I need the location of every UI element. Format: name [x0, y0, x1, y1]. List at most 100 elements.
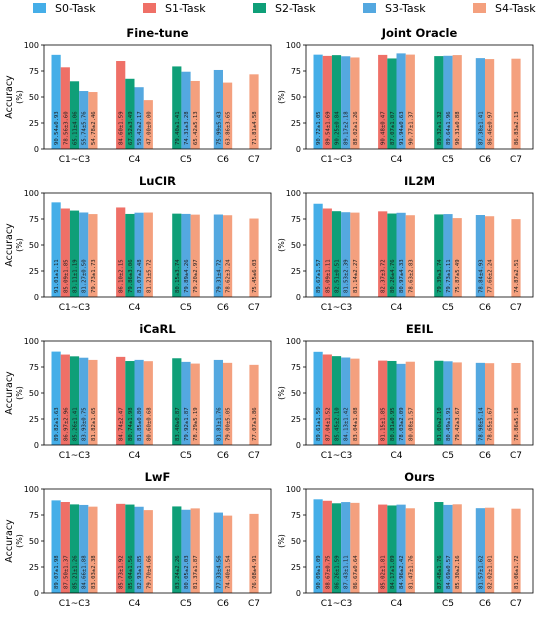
- bar-value-label: 90.25±0.84: [335, 111, 341, 145]
- bar: [331, 211, 342, 297]
- bar-value-label: 80.26±4.76: [390, 259, 396, 293]
- y-tick-label: 75: [29, 67, 39, 76]
- bar: [88, 92, 98, 149]
- bar: [116, 503, 126, 593]
- bar-value-label: 86.26±1.59: [335, 555, 341, 589]
- bar-value-label: 83.24±2.26: [175, 555, 181, 589]
- y-axis: 0 25 50 75 100: [24, 337, 44, 450]
- y-tick-label: 75: [29, 215, 39, 224]
- y-tick-label: 25: [29, 267, 39, 276]
- bar-value-label: 84.96±2.42: [399, 555, 405, 589]
- y-tick-label: 50: [29, 241, 39, 250]
- bar: [181, 71, 191, 149]
- bar: [69, 504, 80, 593]
- bar-value-label: 84.69±0.57: [446, 555, 452, 589]
- x-category-label: C7: [510, 303, 522, 313]
- bar-value-label: 88.02±1.26: [353, 111, 359, 145]
- bar-value-label: 83.03±2.38: [91, 555, 97, 589]
- legend-swatch: [143, 3, 156, 13]
- y-axis-unit: (%): [277, 90, 286, 104]
- x-category-label: C1~C3: [321, 155, 353, 165]
- x-category-label: C5: [442, 451, 454, 461]
- panel-ours: Ours 90.09±1.09 88.67±0.75 86.26±1.59 87.43±…: [277, 470, 534, 609]
- bar: [222, 515, 233, 593]
- y-tick-label: 50: [29, 537, 39, 546]
- bar: [484, 59, 495, 149]
- y-tick-label: 50: [29, 389, 39, 398]
- y-tick-label: 25: [291, 415, 301, 424]
- bar: [396, 53, 406, 149]
- bar-value-label: 74.87±2.51: [514, 259, 520, 293]
- y-tick-label: 50: [291, 537, 301, 546]
- y-tick-label: 25: [291, 267, 301, 276]
- x-category-label: C6: [217, 155, 229, 165]
- bar-value-label: 79.92±1.87: [184, 407, 190, 441]
- y-tick-label: 0: [34, 293, 39, 302]
- bar: [213, 214, 223, 297]
- bar: [313, 351, 323, 445]
- y-axis: 0 25 50 75 100: [24, 485, 44, 598]
- y-axis-label: Accuracy: [4, 371, 15, 415]
- x-category-label: C4: [390, 303, 402, 313]
- bar-value-label: 81.37±1.87: [193, 555, 199, 589]
- y-tick-label: 100: [24, 337, 39, 346]
- bar-value-label: 81.82±1.65: [91, 407, 97, 441]
- x-category-label: C1~C3: [321, 599, 353, 609]
- legend-item-s3-task: S3-Task: [363, 2, 426, 15]
- panel-title: IL2M: [404, 174, 435, 188]
- bar-value-label: 85.26±1.41: [73, 407, 79, 441]
- x-category-label: C1~C3: [59, 155, 91, 165]
- bar: [434, 56, 444, 149]
- x-category-label: C5: [180, 303, 192, 313]
- bar: [387, 58, 397, 150]
- y-tick-label: 0: [296, 589, 301, 598]
- bar-value-label: 80.74±1.98: [128, 407, 134, 441]
- x-category-label: C1~C3: [59, 599, 91, 609]
- bar: [51, 202, 61, 297]
- bar-value-label: 87.50±1.37: [63, 555, 69, 589]
- bar-value-label: 80.60±0.68: [146, 407, 152, 441]
- bar-value-label: 85.02±1.81: [381, 555, 387, 589]
- bar: [60, 208, 70, 297]
- bar: [134, 506, 144, 593]
- panel-il2m: IL2M 89.67±1.57 85.09±1.11 82.51±0.51 81.53±…: [277, 174, 534, 313]
- bar-value-label: 91.01±1.11: [54, 259, 60, 293]
- x-category-label: C4: [390, 451, 402, 461]
- bar-value-label: 82.02±1.01: [488, 555, 494, 589]
- x-category-label: C4: [390, 599, 402, 609]
- bar-value-label: 79.31±4.72: [216, 259, 222, 293]
- bar-value-label: 87.43±1.11: [344, 555, 350, 589]
- bar-value-label: 79.73±1.11: [446, 259, 452, 293]
- bar-value-label: 65.42±5.13: [193, 111, 199, 145]
- bar: [452, 55, 462, 149]
- bar: [125, 78, 135, 149]
- bar: [190, 508, 200, 593]
- bar: [134, 359, 144, 445]
- legend-swatch: [253, 3, 266, 13]
- bar-value-label: 80.81±0.95: [390, 407, 396, 441]
- y-tick-label: 100: [24, 41, 39, 50]
- bar: [511, 508, 521, 593]
- bar: [405, 361, 415, 445]
- y-tick-label: 100: [286, 485, 301, 494]
- x-axis: C1~C3 C4 C5 C6 C7: [59, 303, 260, 313]
- bar-value-label: 80.15±3.74: [175, 259, 181, 293]
- bar-value-label: 91.94±0.63: [399, 111, 405, 145]
- x-category-label: C7: [248, 451, 260, 461]
- y-axis-label: Accuracy: [4, 75, 15, 119]
- bar-value-label: 55.74±5.76: [82, 111, 88, 145]
- bar: [396, 212, 406, 297]
- bar: [387, 505, 397, 593]
- bar: [341, 357, 351, 445]
- bar-value-label: 90.77±1.37: [408, 111, 414, 145]
- bar: [475, 215, 485, 297]
- bar: [143, 212, 153, 297]
- bars: 90.54±0.93 78.56±3.60 65.11±4.06 55.74±5.76…: [51, 54, 259, 150]
- bar-value-label: 83.11±1.19: [73, 259, 79, 293]
- bar: [331, 356, 342, 445]
- bar-value-label: 78.86±5.18: [514, 407, 520, 441]
- bars: 91.01±1.11 85.09±1.85 83.11±1.19 81.27±0.50…: [51, 202, 259, 297]
- bar: [213, 359, 223, 445]
